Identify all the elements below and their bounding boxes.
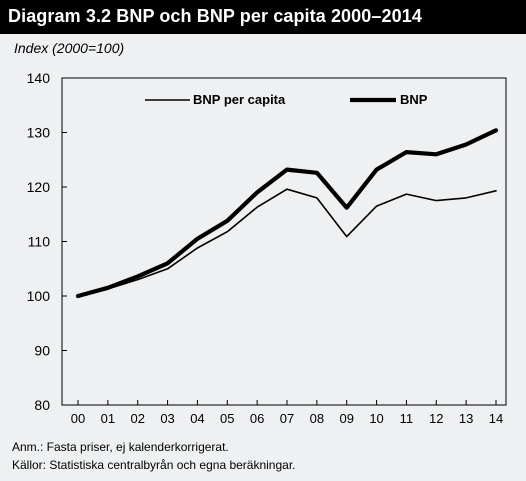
series-line-bnp <box>75 128 499 299</box>
x-tick-label: 06 <box>250 411 264 426</box>
x-tick-label: 08 <box>310 411 324 426</box>
legend-label: BNP <box>400 92 428 107</box>
y-tick-label: 90 <box>34 343 50 359</box>
y-tick-label: 130 <box>27 125 51 141</box>
y-tick-label: 100 <box>27 288 51 304</box>
x-tick-label: 14 <box>489 411 503 426</box>
series-line-bnp-per-capita <box>77 188 497 297</box>
x-tick-label: 03 <box>160 411 174 426</box>
legend-label: BNP per capita <box>193 92 286 107</box>
x-tick-label: 00 <box>71 411 85 426</box>
title-bar: Diagram 3.2 BNP och BNP per capita 2000–… <box>0 0 526 34</box>
x-tick-label: 09 <box>339 411 353 426</box>
x-tick-label: 02 <box>130 411 144 426</box>
plot-frame <box>61 77 507 406</box>
chart-note: Anm.: Fasta priser, ej kalenderkorrigera… <box>12 440 229 454</box>
x-tick-label: 10 <box>369 411 383 426</box>
x-tick-label: 12 <box>429 411 443 426</box>
y-tick-label: 110 <box>28 234 51 250</box>
x-tick-label: 05 <box>220 411 234 426</box>
x-tick-label: 13 <box>459 411 473 426</box>
y-axis-unit-label: Index (2000=100) <box>14 40 125 56</box>
x-tick-label: 04 <box>190 411 204 426</box>
chart-title: Diagram 3.2 BNP och BNP per capita 2000–… <box>8 6 422 26</box>
y-tick-label: 140 <box>27 70 51 86</box>
x-tick-label: 07 <box>280 411 294 426</box>
chart-source: Källor: Statistiska centralbyrån och egn… <box>12 458 296 472</box>
y-tick-label: 120 <box>27 179 51 195</box>
x-tick-label: 11 <box>400 411 414 426</box>
x-tick-label: 01 <box>101 411 115 426</box>
y-tick-label: 80 <box>34 397 50 413</box>
